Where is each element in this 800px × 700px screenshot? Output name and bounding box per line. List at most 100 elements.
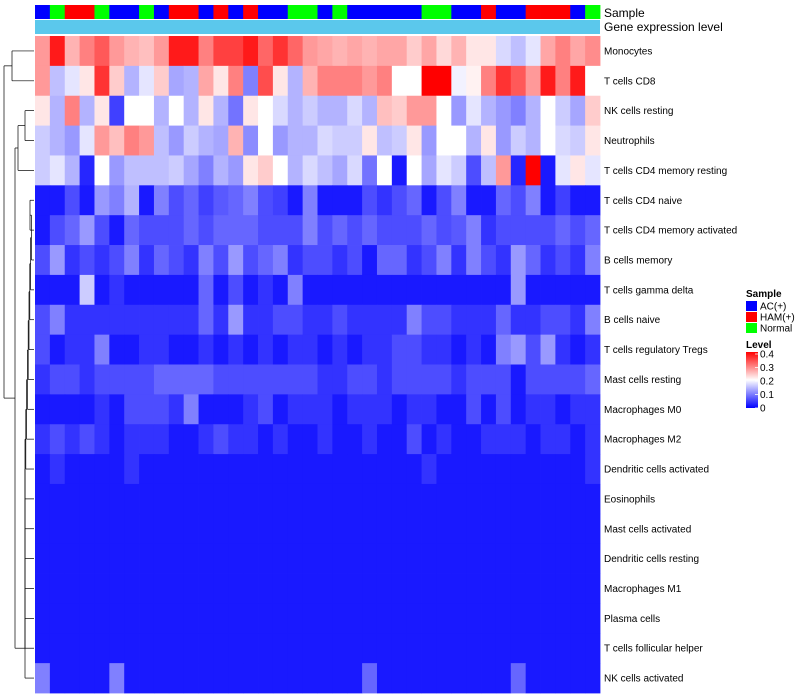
heatmap-cell [49,394,66,425]
heatmap-cell [570,603,586,634]
heatmap-cell [540,483,556,515]
heatmap-cell [183,155,199,186]
heatmap-cell [213,125,229,156]
heatmap-cell [79,155,95,186]
heatmap-cell [376,274,393,306]
row-label: T cells CD4 memory resting [604,166,727,177]
heatmap-cell [35,424,51,455]
heatmap-cell [258,364,274,395]
heatmap-cell [332,274,348,306]
heatmap-cell [183,543,199,574]
heatmap-cell [436,185,452,216]
heatmap-cell [376,155,393,186]
heatmap-cell [287,125,304,156]
heatmap-cell [555,125,571,156]
heatmap-cell [406,573,422,604]
heatmap-cell [466,573,482,604]
heatmap-cell [317,633,333,664]
heatmap-cell [317,334,333,365]
heatmap-cell [421,155,437,186]
heatmap-cell [451,185,467,216]
heatmap-cell [79,603,95,634]
heatmap-cell [436,573,452,604]
heatmap-cell [585,215,601,246]
heatmap-cell [258,663,274,694]
heatmap-cell [213,185,229,216]
heatmap-cell [332,543,348,574]
heatmap-cell [287,95,304,126]
heatmap-cell [213,304,229,336]
heatmap-cell [540,513,556,545]
heatmap-cell [243,483,259,515]
heatmap-cell [198,334,214,365]
heatmap-cell [362,573,378,604]
heatmap-cell [228,663,244,694]
heatmap-cell [466,65,482,97]
heatmap-cell [183,125,199,156]
heatmap-cell [79,543,95,574]
heatmap-cell [540,603,556,634]
heatmap-cell [555,454,571,485]
heatmap-cell [139,454,155,485]
level-legend: Level 0.4 0.3 0.2 0.1 0 [746,340,774,415]
row-label: NK cells resting [604,106,673,117]
row-label: Dendritic cells activated [604,465,709,476]
heatmap-cell [332,334,348,365]
heatmap-cell [168,245,185,276]
heatmap-cell [213,543,229,574]
heatmap-cell [94,185,110,216]
heatmap-cell [436,633,452,664]
heatmap-cell [421,304,437,336]
heatmap-cell [421,125,437,156]
heatmap-cell [79,245,95,276]
heatmap-cell [35,215,51,246]
heatmap-cell [585,543,601,574]
heatmap-cell [243,573,259,604]
heatmap-cell [495,36,512,67]
heatmap-cell [481,424,497,455]
heatmap-cell [555,424,571,455]
heatmap-cell [35,334,51,365]
heatmap-cell [139,95,155,126]
heatmap-cell [272,543,289,574]
heatmap-cell [35,274,51,306]
heatmap-cell [332,65,348,97]
heatmap-cell [243,543,259,574]
heatmap-cell [94,633,110,664]
heatmap-cell [391,364,408,395]
heatmap-cell [258,454,274,485]
heatmap-cell [406,543,422,574]
heatmap-cell [362,633,378,664]
heatmap-cell [421,513,437,545]
heatmap-cell [495,185,512,216]
heatmap-cell [406,663,422,694]
heatmap-cell [198,483,214,515]
sample-cell [153,5,170,19]
heatmap-cell [124,663,140,694]
heatmap-cell [287,364,304,395]
heatmap-cell [540,155,556,186]
heatmap-cell [139,483,155,515]
heatmap-cell [376,543,393,574]
heatmap-cell [153,215,170,246]
heatmap-cell [243,603,259,634]
heatmap-cell [302,36,318,67]
heatmap-cell [451,304,467,336]
row-label: T cells gamma delta [604,285,694,296]
heatmap-cell [198,185,214,216]
heatmap-cell [570,483,586,515]
heatmap-cell [570,304,586,336]
heatmap-cell [436,304,452,336]
heatmap-cell [64,274,81,306]
heatmap-cell [481,185,497,216]
heatmap-cell [495,245,512,276]
heatmap-cell [302,304,318,336]
heatmap-cell [510,65,527,97]
heatmap-cell [64,36,81,67]
heatmap-cell [347,454,363,485]
heatmap-cell [139,245,155,276]
heatmap-cell [540,424,556,455]
heatmap-cell [168,185,185,216]
heatmap-cell [436,663,452,694]
heatmap-cell [347,364,363,395]
